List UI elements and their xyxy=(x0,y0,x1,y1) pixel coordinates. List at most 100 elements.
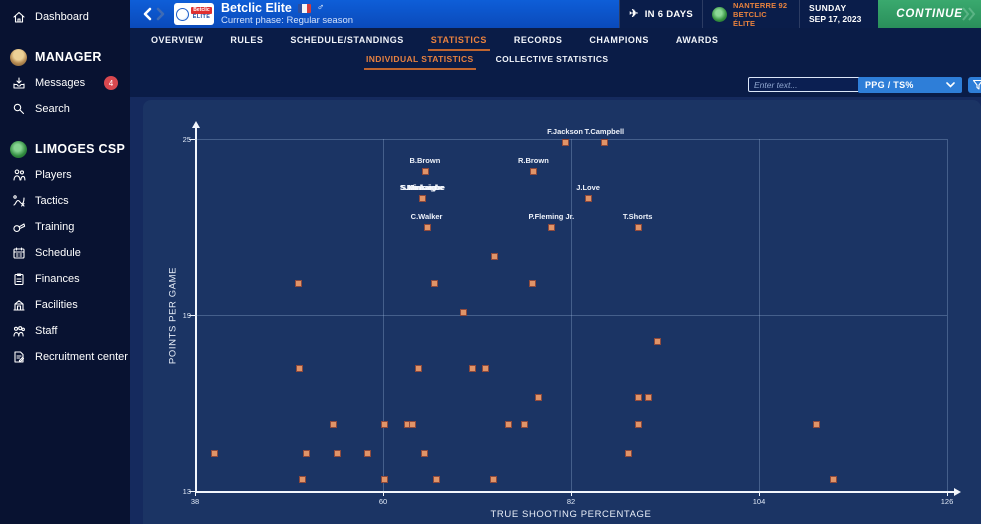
sidebar-item-tactics[interactable]: Tactics xyxy=(0,188,130,214)
subtab-collective-statistics[interactable]: COLLECTIVE STATISTICS xyxy=(495,54,609,64)
gridline-horizontal xyxy=(195,315,947,316)
date-display: SUNDAY SEP 17, 2023 xyxy=(799,0,878,28)
data-point[interactable] xyxy=(210,449,218,457)
tab-records[interactable]: RECORDS xyxy=(513,35,563,45)
data-point[interactable] xyxy=(423,224,431,231)
data-point[interactable] xyxy=(431,279,439,287)
continue-button[interactable]: CONTINUE xyxy=(878,0,981,28)
league-logo-text-top: Betclic xyxy=(191,7,212,15)
stat-selector-dropdown[interactable]: PPG / TS% xyxy=(858,77,962,93)
back-button[interactable] xyxy=(142,7,152,21)
sidebar-item-messages[interactable]: Messages 4 xyxy=(0,70,130,96)
finances-icon xyxy=(10,271,27,288)
data-point[interactable] xyxy=(530,168,538,176)
tab-champions[interactable]: CHAMPIONS xyxy=(589,35,649,45)
data-point[interactable] xyxy=(363,449,371,457)
data-point[interactable] xyxy=(601,138,609,146)
sidebar-item-finances[interactable]: Finances xyxy=(0,266,130,292)
data-point[interactable] xyxy=(585,194,593,202)
x-tick-label: 126 xyxy=(940,497,954,506)
data-point[interactable] xyxy=(421,168,429,176)
male-icon: ♂ xyxy=(316,2,325,14)
filter-button[interactable] xyxy=(968,77,981,93)
sidebar-item-dashboard[interactable]: Dashboard xyxy=(0,4,130,30)
data-point[interactable] xyxy=(654,338,662,346)
subtab-individual-statistics[interactable]: INDIVIDUAL STATISTICS xyxy=(364,54,476,70)
data-point[interactable] xyxy=(644,394,652,402)
data-point[interactable] xyxy=(295,279,303,287)
data-point[interactable] xyxy=(380,420,388,428)
unread-count-badge: 4 xyxy=(104,76,118,90)
data-point[interactable] xyxy=(296,364,304,372)
data-point[interactable] xyxy=(830,476,838,484)
data-point[interactable] xyxy=(303,449,311,457)
tab-statistics[interactable]: STATISTICS xyxy=(427,35,490,51)
data-point[interactable] xyxy=(634,420,642,428)
chevron-down-icon xyxy=(946,82,955,88)
tab-awards[interactable]: AWARDS xyxy=(675,35,719,45)
recruitment-icon xyxy=(10,349,27,366)
data-point[interactable] xyxy=(491,253,499,261)
sidebar-item-schedule[interactable]: Schedule xyxy=(0,240,130,266)
data-point[interactable] xyxy=(528,279,536,287)
sidebar-item-players[interactable]: Players xyxy=(0,162,130,188)
y-axis-arrow xyxy=(192,121,200,128)
data-point[interactable] xyxy=(813,420,821,428)
schedule-icon xyxy=(10,245,27,262)
tab-bar: OVERVIEW RULES SCHEDULE/STANDINGS STATISTIC… xyxy=(130,28,981,51)
search-input[interactable] xyxy=(748,77,862,92)
data-point[interactable] xyxy=(419,194,427,202)
data-point[interactable] xyxy=(330,420,338,428)
league-header: Betclic Elite ♂ Current phase: Regular s… xyxy=(221,1,353,27)
data-point[interactable] xyxy=(634,394,642,402)
x-tick-mark xyxy=(571,491,572,496)
sidebar-item-limoges-csp[interactable]: LIMOGES CSP xyxy=(0,136,130,162)
opponent-logo xyxy=(712,6,727,22)
tab-schedule-standings[interactable]: SCHEDULE/STANDINGS xyxy=(290,35,404,45)
data-point[interactable] xyxy=(481,364,489,372)
sidebar-item-recruitment-center[interactable]: Recruitment center xyxy=(0,344,130,370)
data-point[interactable] xyxy=(298,476,306,484)
data-point[interactable] xyxy=(504,420,512,428)
sidebar-item-facilities[interactable]: Facilities xyxy=(0,292,130,318)
opponent-name: NANTERRE 92 xyxy=(733,0,788,10)
sidebar-item-manager[interactable]: MANAGER xyxy=(0,44,130,70)
tab-overview[interactable]: OVERVIEW xyxy=(151,35,204,45)
next-match-fixture[interactable]: NANTERRE 92 BETCLIC ÉLITE xyxy=(702,0,799,28)
tab-rules[interactable]: RULES xyxy=(230,35,264,45)
data-point[interactable] xyxy=(634,224,642,231)
subtab-bar: INDIVIDUAL STATISTICS COLLECTIVE STATISTI… xyxy=(364,54,611,70)
x-tick-mark xyxy=(759,491,760,496)
scatter-chart: TRUE SHOOTING PERCENTAGE POINTS PER GAME… xyxy=(143,100,981,524)
data-point[interactable] xyxy=(521,420,528,428)
data-point[interactable] xyxy=(548,224,556,231)
sidebar: Dashboard MANAGER Messages 4 Search LIMOGES C… xyxy=(0,0,130,524)
data-point-label: J.Love xyxy=(576,182,600,192)
data-point[interactable] xyxy=(468,364,476,372)
data-point[interactable] xyxy=(409,420,417,428)
sidebar-item-label: Dashboard xyxy=(35,11,89,23)
data-point[interactable] xyxy=(562,138,570,146)
sidebar-item-training[interactable]: Training xyxy=(0,214,130,240)
y-tick-label: 25 xyxy=(182,135,191,144)
data-point[interactable] xyxy=(432,476,440,484)
sidebar-item-search[interactable]: Search xyxy=(0,96,130,122)
data-point[interactable] xyxy=(460,309,468,317)
forward-button[interactable] xyxy=(156,7,166,21)
y-tick-mark xyxy=(189,139,195,140)
data-point[interactable] xyxy=(380,476,388,484)
x-tick-mark xyxy=(383,491,384,496)
data-point-label: T.Shorts xyxy=(622,212,653,221)
data-point[interactable] xyxy=(333,449,341,457)
league-logo-text-bottom: ÉLITE xyxy=(192,14,211,21)
data-point[interactable] xyxy=(625,449,633,457)
data-point[interactable] xyxy=(534,394,542,402)
data-point[interactable] xyxy=(421,449,429,457)
x-tick-mark xyxy=(195,491,196,496)
x-tick-mark xyxy=(947,491,948,496)
sidebar-item-staff[interactable]: Staff xyxy=(0,318,130,344)
data-point[interactable] xyxy=(490,476,498,484)
data-point[interactable] xyxy=(415,364,423,372)
y-axis xyxy=(195,127,197,491)
